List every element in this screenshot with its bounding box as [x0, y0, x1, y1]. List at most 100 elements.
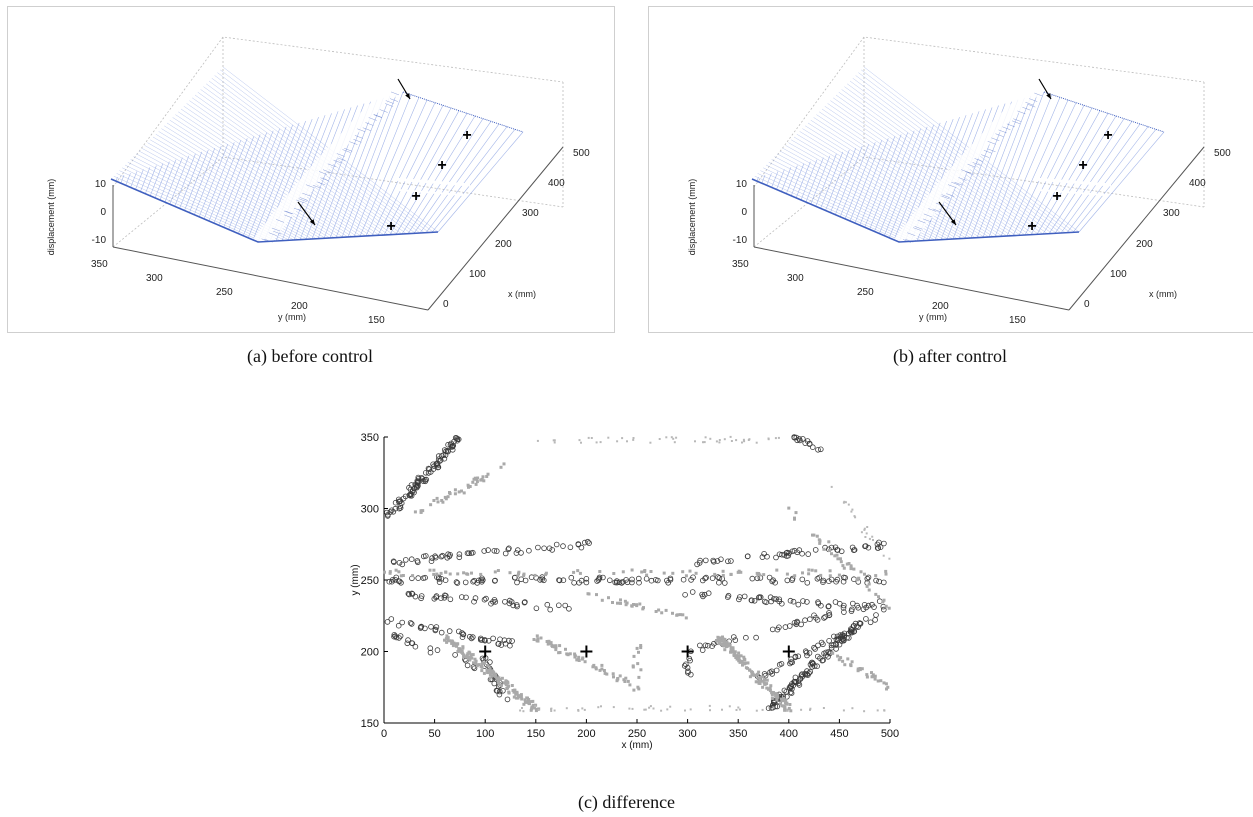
- data-point-square: [466, 652, 470, 656]
- data-point-square: [856, 669, 860, 673]
- data-point-square: [515, 690, 519, 694]
- data-point-square: [739, 570, 743, 574]
- data-point-square: [564, 647, 567, 651]
- data-point-circle: [438, 595, 444, 602]
- data-point-square: [737, 654, 741, 658]
- data-point-circle: [488, 600, 494, 607]
- data-point-circle: [839, 635, 846, 642]
- data-point-circle: [861, 602, 868, 608]
- ridge-line: [373, 114, 382, 118]
- data-point-dot: [854, 516, 857, 519]
- ridge-line: [342, 149, 351, 153]
- data-point-square: [536, 637, 540, 641]
- mesh-line: [206, 83, 412, 234]
- x-tick-label: 300: [1163, 208, 1180, 219]
- data-point-square: [884, 682, 888, 686]
- data-point-square: [532, 638, 536, 641]
- data-point-square: [636, 685, 640, 689]
- data-point-dot: [774, 437, 777, 440]
- data-point-dot: [742, 438, 745, 441]
- data-point-square: [468, 656, 472, 660]
- data-point-dot: [704, 436, 707, 439]
- data-point-square: [860, 667, 864, 671]
- data-point-circle: [423, 469, 429, 476]
- data-point-square: [497, 682, 501, 686]
- data-point-circle: [449, 443, 456, 450]
- mesh-line: [852, 77, 1062, 234]
- mesh-line: [838, 91, 1039, 235]
- data-point-circle: [810, 660, 816, 667]
- data-point-square: [473, 476, 477, 480]
- mesh-line: [211, 77, 421, 234]
- data-point-square: [607, 596, 610, 600]
- data-point-circle: [462, 579, 469, 586]
- data-point-square: [726, 644, 730, 648]
- data-point-dot: [872, 539, 874, 541]
- mesh-line: [788, 142, 958, 240]
- data-point-circle: [571, 580, 577, 586]
- data-point-circle: [714, 558, 721, 564]
- data-point-circle: [812, 547, 819, 553]
- y-tick-label: 200: [291, 301, 308, 312]
- data-point-circle: [821, 615, 827, 621]
- data-point-square: [694, 571, 698, 575]
- data-point-dot: [612, 706, 615, 709]
- data-point-circle: [849, 544, 856, 551]
- data-point-circle: [849, 606, 855, 613]
- data-point-square: [811, 533, 814, 537]
- data-point-circle: [849, 600, 856, 607]
- data-point-circle: [498, 642, 505, 648]
- data-point-circle: [789, 659, 796, 666]
- data-point-circle: [398, 580, 404, 586]
- data-point-square: [619, 601, 622, 605]
- data-point-square: [443, 638, 446, 642]
- data-point-circle: [490, 635, 496, 642]
- data-point-dot: [673, 441, 676, 444]
- data-point-dot: [883, 709, 886, 712]
- data-point-square: [757, 670, 761, 674]
- mesh-line: [790, 163, 805, 196]
- white-strip: [1033, 177, 1112, 187]
- data-point-circle: [495, 641, 502, 647]
- data-point-circle: [455, 436, 462, 443]
- data-point-square: [785, 572, 789, 576]
- data-point-circle: [765, 705, 772, 712]
- data-point-circle: [786, 550, 792, 556]
- mesh-line: [849, 80, 1057, 234]
- data-point-dot: [850, 510, 853, 513]
- ridge-line: [306, 184, 315, 188]
- ridge-line: [389, 98, 399, 102]
- data-point-square: [488, 667, 492, 671]
- data-point-circle: [753, 634, 759, 641]
- mesh-line: [786, 165, 798, 194]
- data-point-circle: [506, 637, 512, 644]
- data-point-square: [775, 568, 779, 572]
- actuator-marker-2: +: [437, 157, 446, 174]
- data-point-square: [671, 571, 675, 575]
- data-point-circle: [864, 575, 871, 582]
- data-point-circle: [705, 590, 712, 597]
- x-tick-label: 450: [830, 728, 848, 740]
- data-point-square: [530, 705, 534, 709]
- data-point-square: [780, 704, 784, 708]
- mesh-line: [192, 97, 389, 236]
- data-point-circle: [509, 638, 515, 644]
- data-point-square: [525, 696, 529, 700]
- data-point-circle: [792, 654, 799, 661]
- data-point-dot: [519, 709, 522, 712]
- data-point-circle: [697, 642, 703, 649]
- data-point-square: [765, 678, 769, 682]
- data-point-dot: [844, 501, 847, 504]
- data-point-square: [639, 668, 643, 672]
- data-point-square: [457, 490, 461, 494]
- data-point-square: [502, 681, 506, 685]
- data-point-square: [654, 610, 658, 613]
- data-point-circle: [821, 650, 827, 657]
- data-point-square: [746, 666, 750, 670]
- data-point-square: [456, 650, 460, 653]
- data-point-square: [769, 684, 773, 688]
- data-point-circle: [451, 438, 457, 445]
- x-tick-label: 250: [628, 728, 646, 740]
- y-tick-label: 150: [1009, 315, 1026, 326]
- data-point-square: [592, 663, 596, 667]
